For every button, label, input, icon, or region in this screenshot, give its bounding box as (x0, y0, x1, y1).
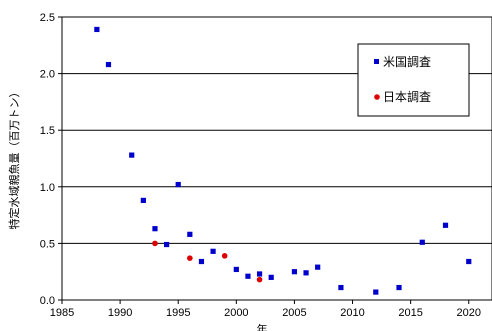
y-tick-label: 1.5 (40, 125, 55, 137)
data-point-us-survey (268, 274, 274, 280)
data-point-us-survey (129, 152, 135, 158)
axis-ticks: 0.0 0.5 1.0 1.5 2.0 2.5 1985 1990 1995 2000 2005 20… (40, 12, 481, 319)
x-tick-label: 1990 (108, 307, 132, 319)
x-tick-label: 2000 (224, 307, 248, 319)
data-point-us-survey (245, 273, 251, 279)
legend-box (357, 43, 470, 117)
x-tick-label: 2015 (398, 307, 422, 319)
data-markers (94, 26, 472, 295)
data-point-us-survey (210, 248, 216, 254)
data-point-us-survey (256, 271, 263, 277)
data-point-us-survey (291, 269, 298, 275)
y-axis-title: 特定水域親魚量（百万トン） (7, 87, 21, 230)
data-point-japan-survey (152, 240, 158, 247)
legend-marker-japan-survey (374, 94, 380, 100)
y-tick-label: 0.0 (40, 295, 55, 307)
data-point-us-survey (373, 289, 379, 295)
legend-marker-us-survey (374, 59, 379, 64)
data-point-us-survey (315, 264, 321, 270)
data-point-us-survey (233, 266, 239, 273)
data-point-us-survey (303, 270, 309, 276)
data-point-japan-survey (256, 276, 263, 283)
data-point-us-survey (187, 231, 193, 237)
data-point-us-survey (163, 241, 170, 248)
y-tick-label: 0.5 (40, 238, 55, 250)
data-point-us-survey (338, 284, 344, 291)
y-tick-label: 2.0 (40, 69, 55, 81)
data-point-us-survey (198, 258, 205, 265)
x-tick-label: 1995 (166, 307, 190, 319)
legend-label-japan-survey: 日本調査 (383, 90, 431, 104)
data-point-us-survey (466, 258, 472, 265)
x-tick-label: 2005 (282, 307, 306, 319)
x-tick-label: 2010 (340, 307, 364, 319)
data-point-us-survey (152, 226, 158, 232)
data-point-japan-survey (187, 255, 193, 261)
legend: 米国調査 日本調査 (357, 43, 470, 117)
x-axis-title: 年 (257, 322, 268, 331)
data-point-us-survey (105, 61, 112, 68)
x-tick-label: 2020 (457, 307, 481, 319)
data-point-us-survey (140, 197, 146, 203)
data-point-us-survey (419, 239, 425, 245)
plot-area-frame (61, 16, 492, 301)
y-tick-label: 1.0 (40, 182, 55, 194)
data-point-us-survey (175, 181, 181, 188)
y-tick-label: 2.5 (40, 12, 55, 24)
data-point-us-survey (94, 26, 100, 33)
legend-label-us-survey: 米国調査 (383, 55, 431, 69)
data-point-japan-survey (221, 253, 228, 259)
x-tick-label: 1985 (50, 307, 74, 319)
data-point-us-survey (396, 284, 402, 291)
data-point-us-survey (442, 222, 449, 228)
